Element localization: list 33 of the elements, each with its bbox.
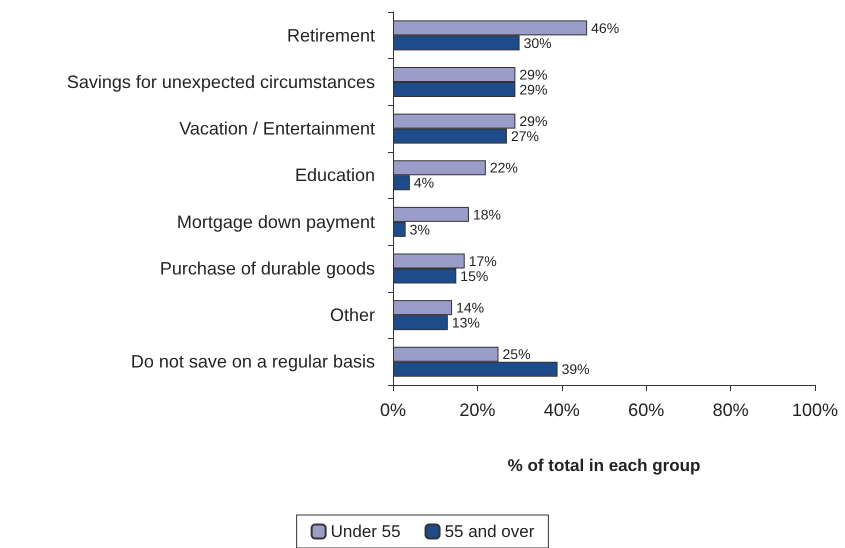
data-label: 15% — [460, 268, 488, 284]
legend-label: Under 55 — [330, 522, 401, 541]
x-tick-label: 60% — [628, 400, 664, 420]
data-label: 25% — [502, 346, 531, 362]
x-tick-label: 80% — [712, 400, 749, 420]
x-tick-label: 0% — [380, 400, 406, 420]
y-tick-label: Education — [294, 165, 375, 186]
y-tick-label: Savings for unexpected circumstances — [66, 72, 375, 92]
legend-label: 55 and over — [444, 522, 535, 541]
y-tick-label: Mortgage down payment — [176, 212, 375, 232]
x-axis-title: % of total in each group — [508, 456, 700, 475]
y-tick-label: Other — [330, 305, 375, 326]
data-label: 29% — [519, 113, 548, 130]
x-tick-label: 20% — [459, 400, 496, 420]
data-label: 39% — [562, 361, 590, 378]
data-label: 14% — [456, 300, 484, 316]
data-label: 13% — [452, 314, 480, 331]
y-tick-label: Retirement — [286, 25, 375, 46]
data-label: 29% — [519, 66, 548, 82]
y-tick-label: Do not save on a regular basis — [130, 352, 375, 372]
data-label: 17% — [468, 252, 497, 269]
data-label: 18% — [472, 206, 501, 222]
data-label: 4% — [414, 174, 434, 191]
data-label: 29% — [519, 81, 548, 98]
data-label: 30% — [524, 34, 552, 51]
data-label: 27% — [510, 128, 539, 144]
data-label: 3% — [410, 221, 430, 238]
data-label: 22% — [490, 160, 518, 176]
y-tick-label: Purchase of durable goods — [160, 258, 375, 278]
data-label: 46% — [591, 20, 620, 36]
x-tick-label: 100% — [792, 400, 838, 420]
y-tick-label: Vacation / Entertainment — [179, 118, 375, 139]
x-tick-label: 40% — [544, 400, 580, 420]
